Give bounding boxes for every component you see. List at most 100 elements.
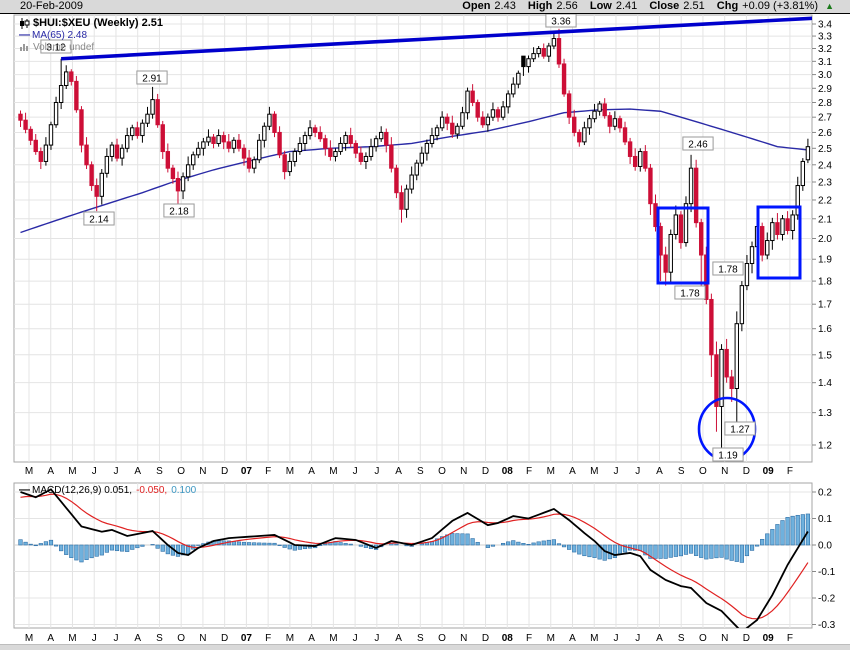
svg-text:O: O <box>699 633 707 644</box>
svg-text:-0.3: -0.3 <box>818 620 836 631</box>
candle <box>231 137 237 154</box>
candle <box>617 115 623 133</box>
candle <box>48 121 54 150</box>
svg-text:A: A <box>134 633 141 644</box>
svg-text:M: M <box>68 633 76 644</box>
svg-text:O: O <box>177 466 185 477</box>
candle <box>414 159 419 181</box>
candle <box>724 338 729 383</box>
svg-text:-0.2: -0.2 <box>818 594 836 605</box>
svg-text:J: J <box>113 466 118 477</box>
candle <box>429 127 435 148</box>
svg-text:D: D <box>743 633 750 644</box>
svg-text:S: S <box>417 466 424 477</box>
candle <box>475 99 480 122</box>
svg-text:2.0: 2.0 <box>818 234 832 245</box>
svg-text:O: O <box>438 633 446 644</box>
candle <box>719 344 724 449</box>
candle <box>622 121 628 146</box>
candle <box>130 124 135 141</box>
svg-text:M: M <box>329 633 337 644</box>
candle <box>729 369 734 402</box>
candle <box>643 145 648 172</box>
svg-text:08: 08 <box>502 466 514 477</box>
candle <box>358 146 364 165</box>
ma-line-swatch: — <box>19 29 30 41</box>
svg-text:2.2: 2.2 <box>818 195 832 206</box>
open-value: 2.43 <box>494 0 516 12</box>
candle <box>775 213 780 240</box>
low-label: Low <box>589 0 612 12</box>
candle <box>104 148 110 178</box>
candle <box>445 113 450 131</box>
svg-text:1.4: 1.4 <box>818 378 832 389</box>
candle <box>23 112 28 134</box>
candle <box>551 32 557 50</box>
candle <box>145 106 150 128</box>
main-legend: $HUI:$XEU (Weekly) 2.51 — MA(65) 2.48 Vo… <box>19 17 163 53</box>
svg-text:09: 09 <box>763 633 775 644</box>
svg-text:J: J <box>613 466 618 477</box>
candle <box>257 134 262 164</box>
candle <box>373 135 379 152</box>
svg-text:3.3: 3.3 <box>818 32 832 43</box>
candle <box>201 137 206 156</box>
candle <box>765 232 770 260</box>
svg-text:A: A <box>395 633 402 644</box>
candle <box>587 114 592 135</box>
candle <box>180 172 186 200</box>
candle <box>450 115 455 138</box>
chart-header: 20-Feb-2009 Open 2.43 High 2.56 Low 2.41 Cl… <box>0 0 850 14</box>
candle <box>399 185 404 223</box>
svg-text:F: F <box>265 633 271 644</box>
ma-legend: MA(65) 2.48 <box>32 29 88 41</box>
candle <box>302 131 308 151</box>
svg-text:1.19: 1.19 <box>718 451 738 462</box>
change-label: Chg <box>716 0 739 12</box>
chart-date: 20-Feb-2009 <box>20 0 83 12</box>
candle <box>124 127 130 153</box>
candle <box>38 147 44 170</box>
candle <box>221 131 226 150</box>
low-value: 2.41 <box>615 0 638 12</box>
svg-text:A: A <box>569 466 576 477</box>
price-axis-labels: 1.2 1.3 1.4 1.5 1.6 1.7 1.8 1.9 2.0 2.1 2.2 2.3 2.4 2… <box>812 19 836 631</box>
candle <box>693 159 699 228</box>
svg-text:N: N <box>460 466 467 477</box>
svg-text:-0.1: -0.1 <box>818 567 836 578</box>
svg-text:07: 07 <box>241 466 253 477</box>
candle <box>663 246 668 286</box>
svg-text:O: O <box>438 466 446 477</box>
candle <box>109 141 115 162</box>
candle <box>216 129 221 147</box>
svg-text:O: O <box>177 633 185 644</box>
candle <box>470 84 475 107</box>
svg-text:S: S <box>156 633 163 644</box>
candle <box>323 134 328 156</box>
macd-legend: — MACD(12,26,9) 0.051, -0.050, 0.100 <box>19 484 196 496</box>
x-axis-labels: M M A A M M J J J J A A S S O O N N D D 07 07 F F M M A A M M J J J J A A S S… <box>25 466 793 644</box>
svg-text:3.0: 3.0 <box>818 70 832 81</box>
candle <box>673 205 679 240</box>
candle <box>282 150 287 180</box>
candle <box>368 138 374 161</box>
svg-text:D: D <box>743 466 750 477</box>
svg-text:N: N <box>199 466 206 477</box>
svg-text:N: N <box>721 466 728 477</box>
candle <box>648 163 653 215</box>
close-value: 2.51 <box>683 0 705 12</box>
svg-text:1.6: 1.6 <box>818 324 832 335</box>
price-label: 3.12 <box>40 39 72 54</box>
candle <box>602 98 607 119</box>
svg-text:S: S <box>417 633 424 644</box>
svg-text:D: D <box>221 633 228 644</box>
svg-text:J: J <box>635 633 640 644</box>
price-label: 2.14 <box>83 211 115 226</box>
candle <box>505 90 511 114</box>
svg-text:08: 08 <box>502 633 514 644</box>
candle <box>800 158 806 191</box>
candle <box>79 106 84 153</box>
candle <box>272 111 277 138</box>
price-label: 1.78 <box>674 285 706 300</box>
